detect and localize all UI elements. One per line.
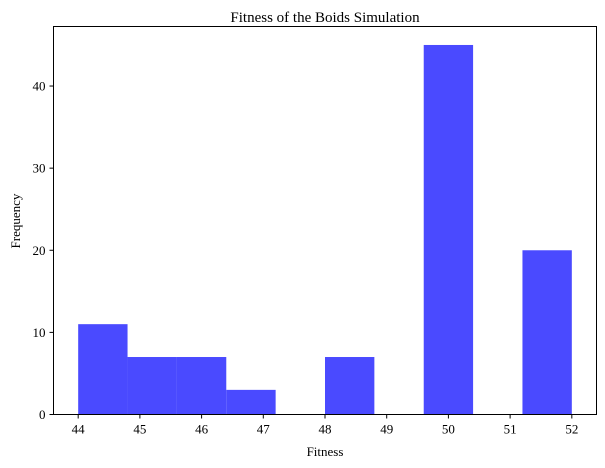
histogram-bar-2 xyxy=(176,357,227,415)
y-tick-label: 30 xyxy=(33,161,46,176)
x-axis: 44 45 46 47 48 49 50 51 52 xyxy=(72,414,578,437)
histogram-bar-1 xyxy=(127,357,177,415)
histogram-bar-7 xyxy=(423,44,474,415)
x-tick-label: 48 xyxy=(319,422,332,437)
y-tick-label: 40 xyxy=(33,79,46,94)
x-tick-label: 44 xyxy=(72,422,86,437)
y-axis-label: Frequency xyxy=(8,193,23,248)
x-tick-label: 52 xyxy=(565,422,578,437)
y-axis: 0 10 20 30 40 xyxy=(33,79,54,422)
chart-title: Fitness of the Boids Simulation xyxy=(230,10,420,26)
x-tick-label: 46 xyxy=(195,422,209,437)
x-tick-label: 50 xyxy=(442,422,455,437)
x-tick-label: 51 xyxy=(504,422,517,437)
histogram-bar-5 xyxy=(325,357,375,415)
plot-frame xyxy=(53,26,597,415)
y-tick-label: 10 xyxy=(33,325,46,340)
x-tick-label: 45 xyxy=(133,422,146,437)
histogram-bar-0 xyxy=(78,324,128,415)
y-tick-label: 20 xyxy=(33,243,46,258)
histogram-bar-3 xyxy=(226,389,276,415)
x-tick-label: 47 xyxy=(257,422,271,437)
bars-group xyxy=(78,44,572,415)
y-tick-label: 0 xyxy=(39,407,46,422)
x-tick-label: 49 xyxy=(380,422,393,437)
x-axis-label: Fitness xyxy=(307,444,344,459)
histogram-bar-9 xyxy=(522,250,572,415)
